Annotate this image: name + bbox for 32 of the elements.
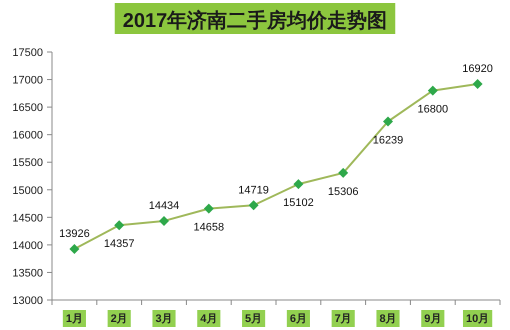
x-tick-label: 3月 [155,313,173,325]
y-tick-label: 16000 [12,130,43,142]
y-tick-label: 17000 [12,74,43,87]
data-label: 13926 [59,228,90,240]
y-tick-label: 16500 [12,102,43,114]
data-label: 15102 [283,197,314,210]
data-label: 16800 [418,104,448,116]
data-label: 16239 [372,134,404,146]
data-label: 16920 [462,62,493,75]
y-tick-label: 13500 [12,267,43,280]
data-label: 14434 [148,200,180,212]
y-tick-label: 14500 [12,212,43,224]
y-tick-label: 14000 [12,240,43,252]
chart-title: 2017年济南二手房均价走势图 [122,9,388,32]
x-tick-label: 1月 [66,313,83,325]
x-tick-label: 5月 [245,313,262,325]
y-tick-label: 15500 [12,157,43,170]
title: 2017年济南二手房均价走势图 [114,3,396,34]
y-tick-label: 13000 [12,295,43,307]
y-tick-label: 17500 [12,47,43,59]
data-label: 14357 [104,238,134,250]
data-label: 14719 [238,184,269,196]
y-tick-label: 15000 [12,184,43,197]
x-tick-label: 2月 [110,313,128,325]
x-tick-label: 7月 [334,313,352,325]
data-label: 14658 [194,222,224,234]
x-tick-label: 6月 [290,313,307,325]
data-label: 15306 [328,186,358,198]
x-tick-label: 4月 [200,313,218,325]
x-tick-label: 9月 [424,313,442,325]
x-tick-label: 8月 [379,313,397,325]
x-tick-label: 10月 [466,313,490,325]
